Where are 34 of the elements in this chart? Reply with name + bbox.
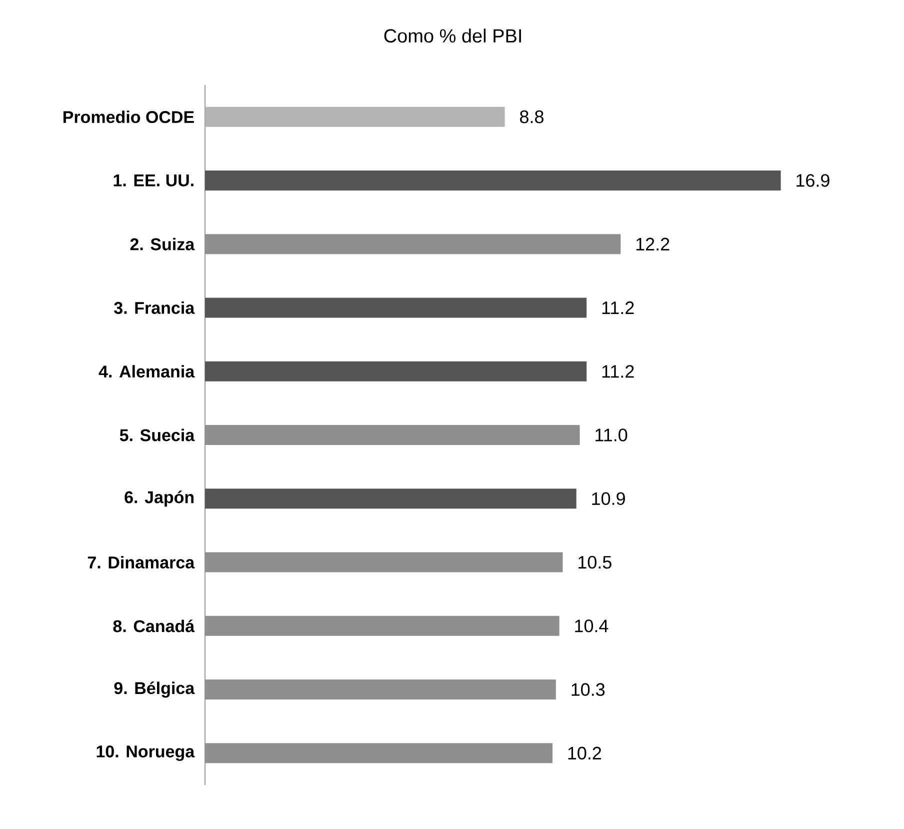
- y-tick-label: 4. Alemania: [98, 365, 195, 378]
- y-tick-label: Promedio OCDE: [64, 110, 194, 124]
- y-tick-label: 6. Japón: [124, 490, 194, 507]
- data-label: 11.2: [602, 365, 634, 378]
- data-label: 10.3: [572, 683, 605, 696]
- data-label: 12.2: [636, 238, 670, 250]
- data-label: 8.8: [520, 110, 544, 124]
- bar: [205, 424, 580, 445]
- bar: [205, 552, 563, 572]
- data-label: 11.2: [602, 301, 634, 314]
- bar: [205, 616, 560, 636]
- y-tick-label: 2. Suiza: [130, 238, 195, 250]
- bar: [205, 298, 587, 318]
- y-tick-label: 1. EE. UU.: [114, 174, 194, 186]
- y-tick-label: 3. Francia: [114, 301, 195, 314]
- chart-title: Como % del PBI: [384, 28, 521, 43]
- data-label: 10.2: [568, 746, 602, 760]
- y-tick-label: 8. Canadá: [113, 620, 195, 632]
- data-label: 10.5: [578, 556, 612, 569]
- y-tick-label: 5. Suecia: [120, 428, 195, 442]
- bar: [205, 680, 556, 700]
- y-tick-label: 7. Dinamarca: [88, 556, 195, 568]
- bar: [205, 106, 505, 127]
- data-label: 16.9: [796, 174, 830, 187]
- y-tick-label: 9. Bélgica: [114, 681, 195, 698]
- y-tick-label: 10. Noruega: [96, 745, 195, 761]
- bar: [205, 234, 621, 254]
- data-label: 10.4: [575, 620, 608, 632]
- bar: [205, 361, 587, 382]
- bar: [205, 170, 781, 190]
- bar: [205, 488, 576, 509]
- data-label: 10.9: [592, 492, 625, 506]
- bar: [205, 743, 553, 764]
- data-label: 11.0: [596, 428, 628, 442]
